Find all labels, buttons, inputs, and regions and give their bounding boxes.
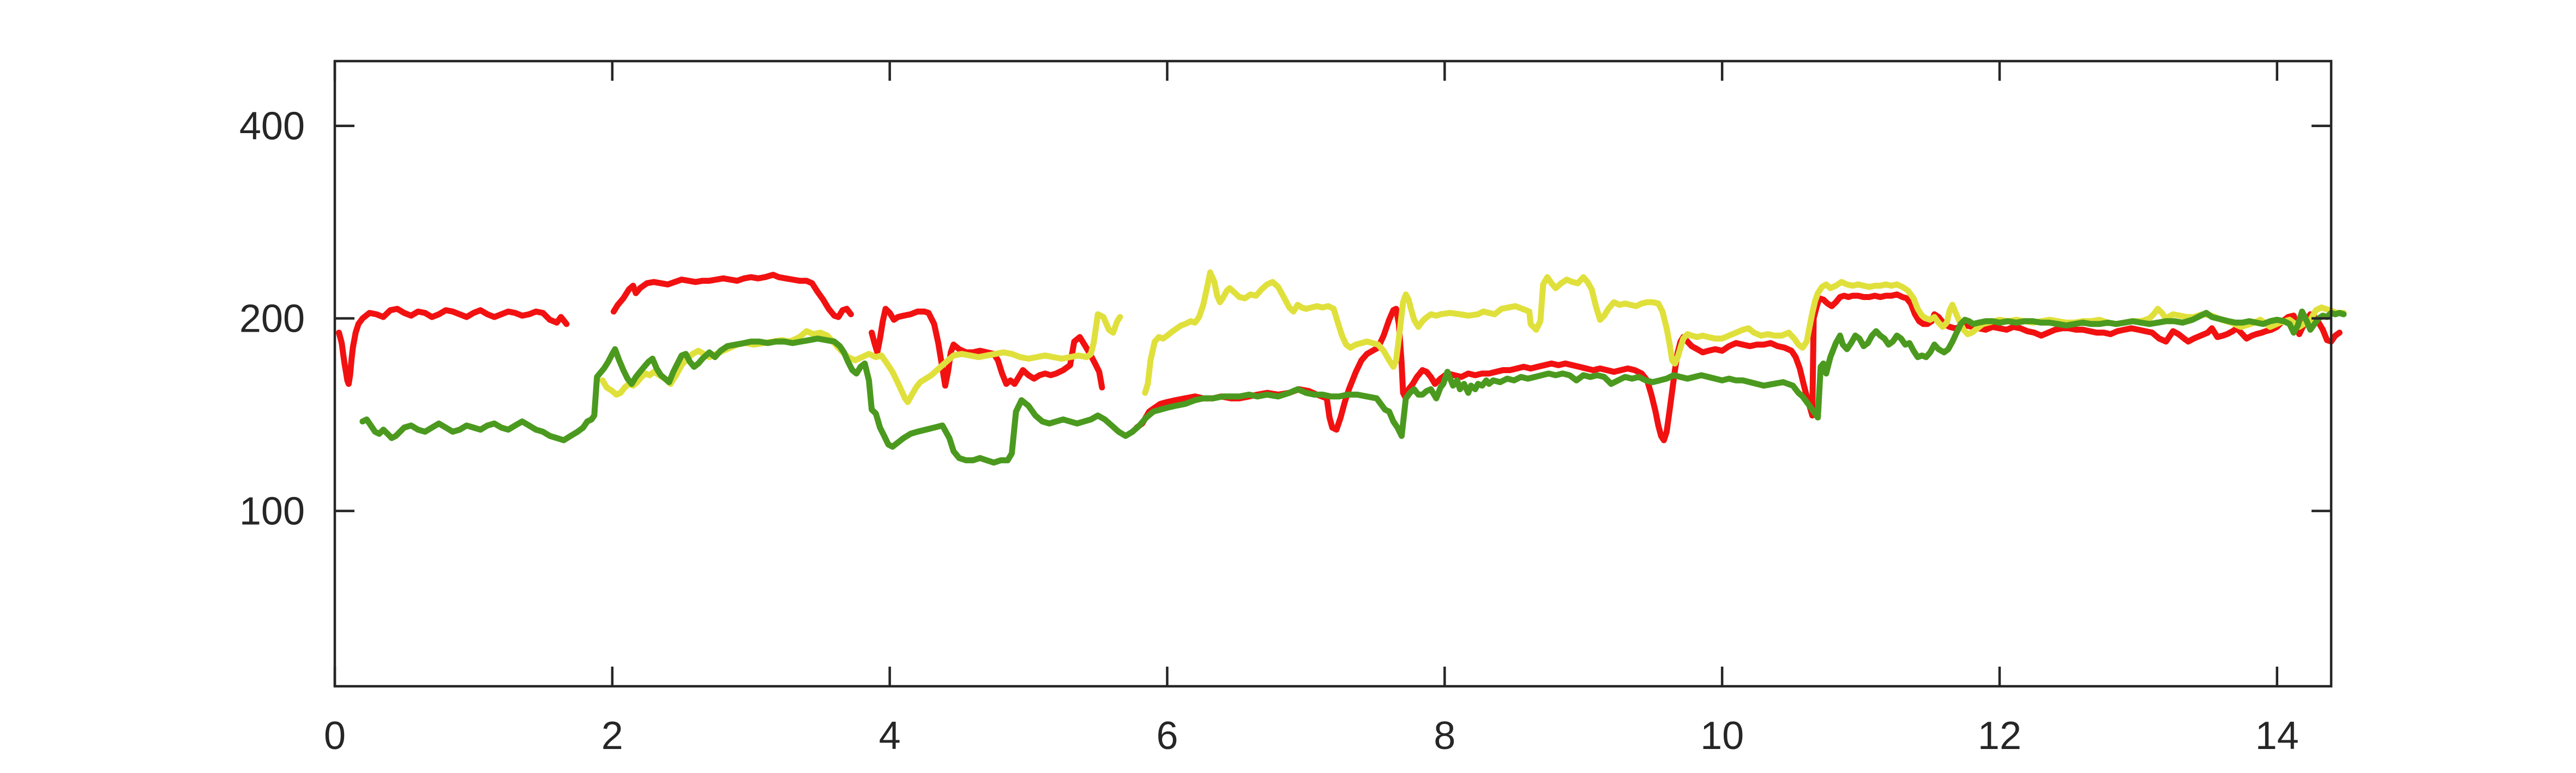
y-tick-label-400: 400 [239, 105, 305, 148]
series-yellow-line [599, 269, 2347, 405]
x-tick-label-6: 6 [1156, 714, 1178, 758]
series-red-line [336, 272, 2343, 444]
y-tick-label-200: 200 [239, 297, 305, 341]
x-tick-label-14: 14 [2255, 714, 2299, 758]
x-tick-label-8: 8 [1434, 714, 1455, 758]
x-tick-label-4: 4 [879, 714, 901, 758]
x-tick-label-0: 0 [324, 714, 346, 758]
y-tick-label-100: 100 [239, 490, 305, 534]
x-tick-label-10: 10 [1700, 714, 1744, 758]
plot-box [333, 59, 2333, 688]
series-green-line [359, 308, 2347, 466]
x-tick-label-2: 2 [601, 714, 623, 758]
x-tick-label-12: 12 [1978, 714, 2021, 758]
